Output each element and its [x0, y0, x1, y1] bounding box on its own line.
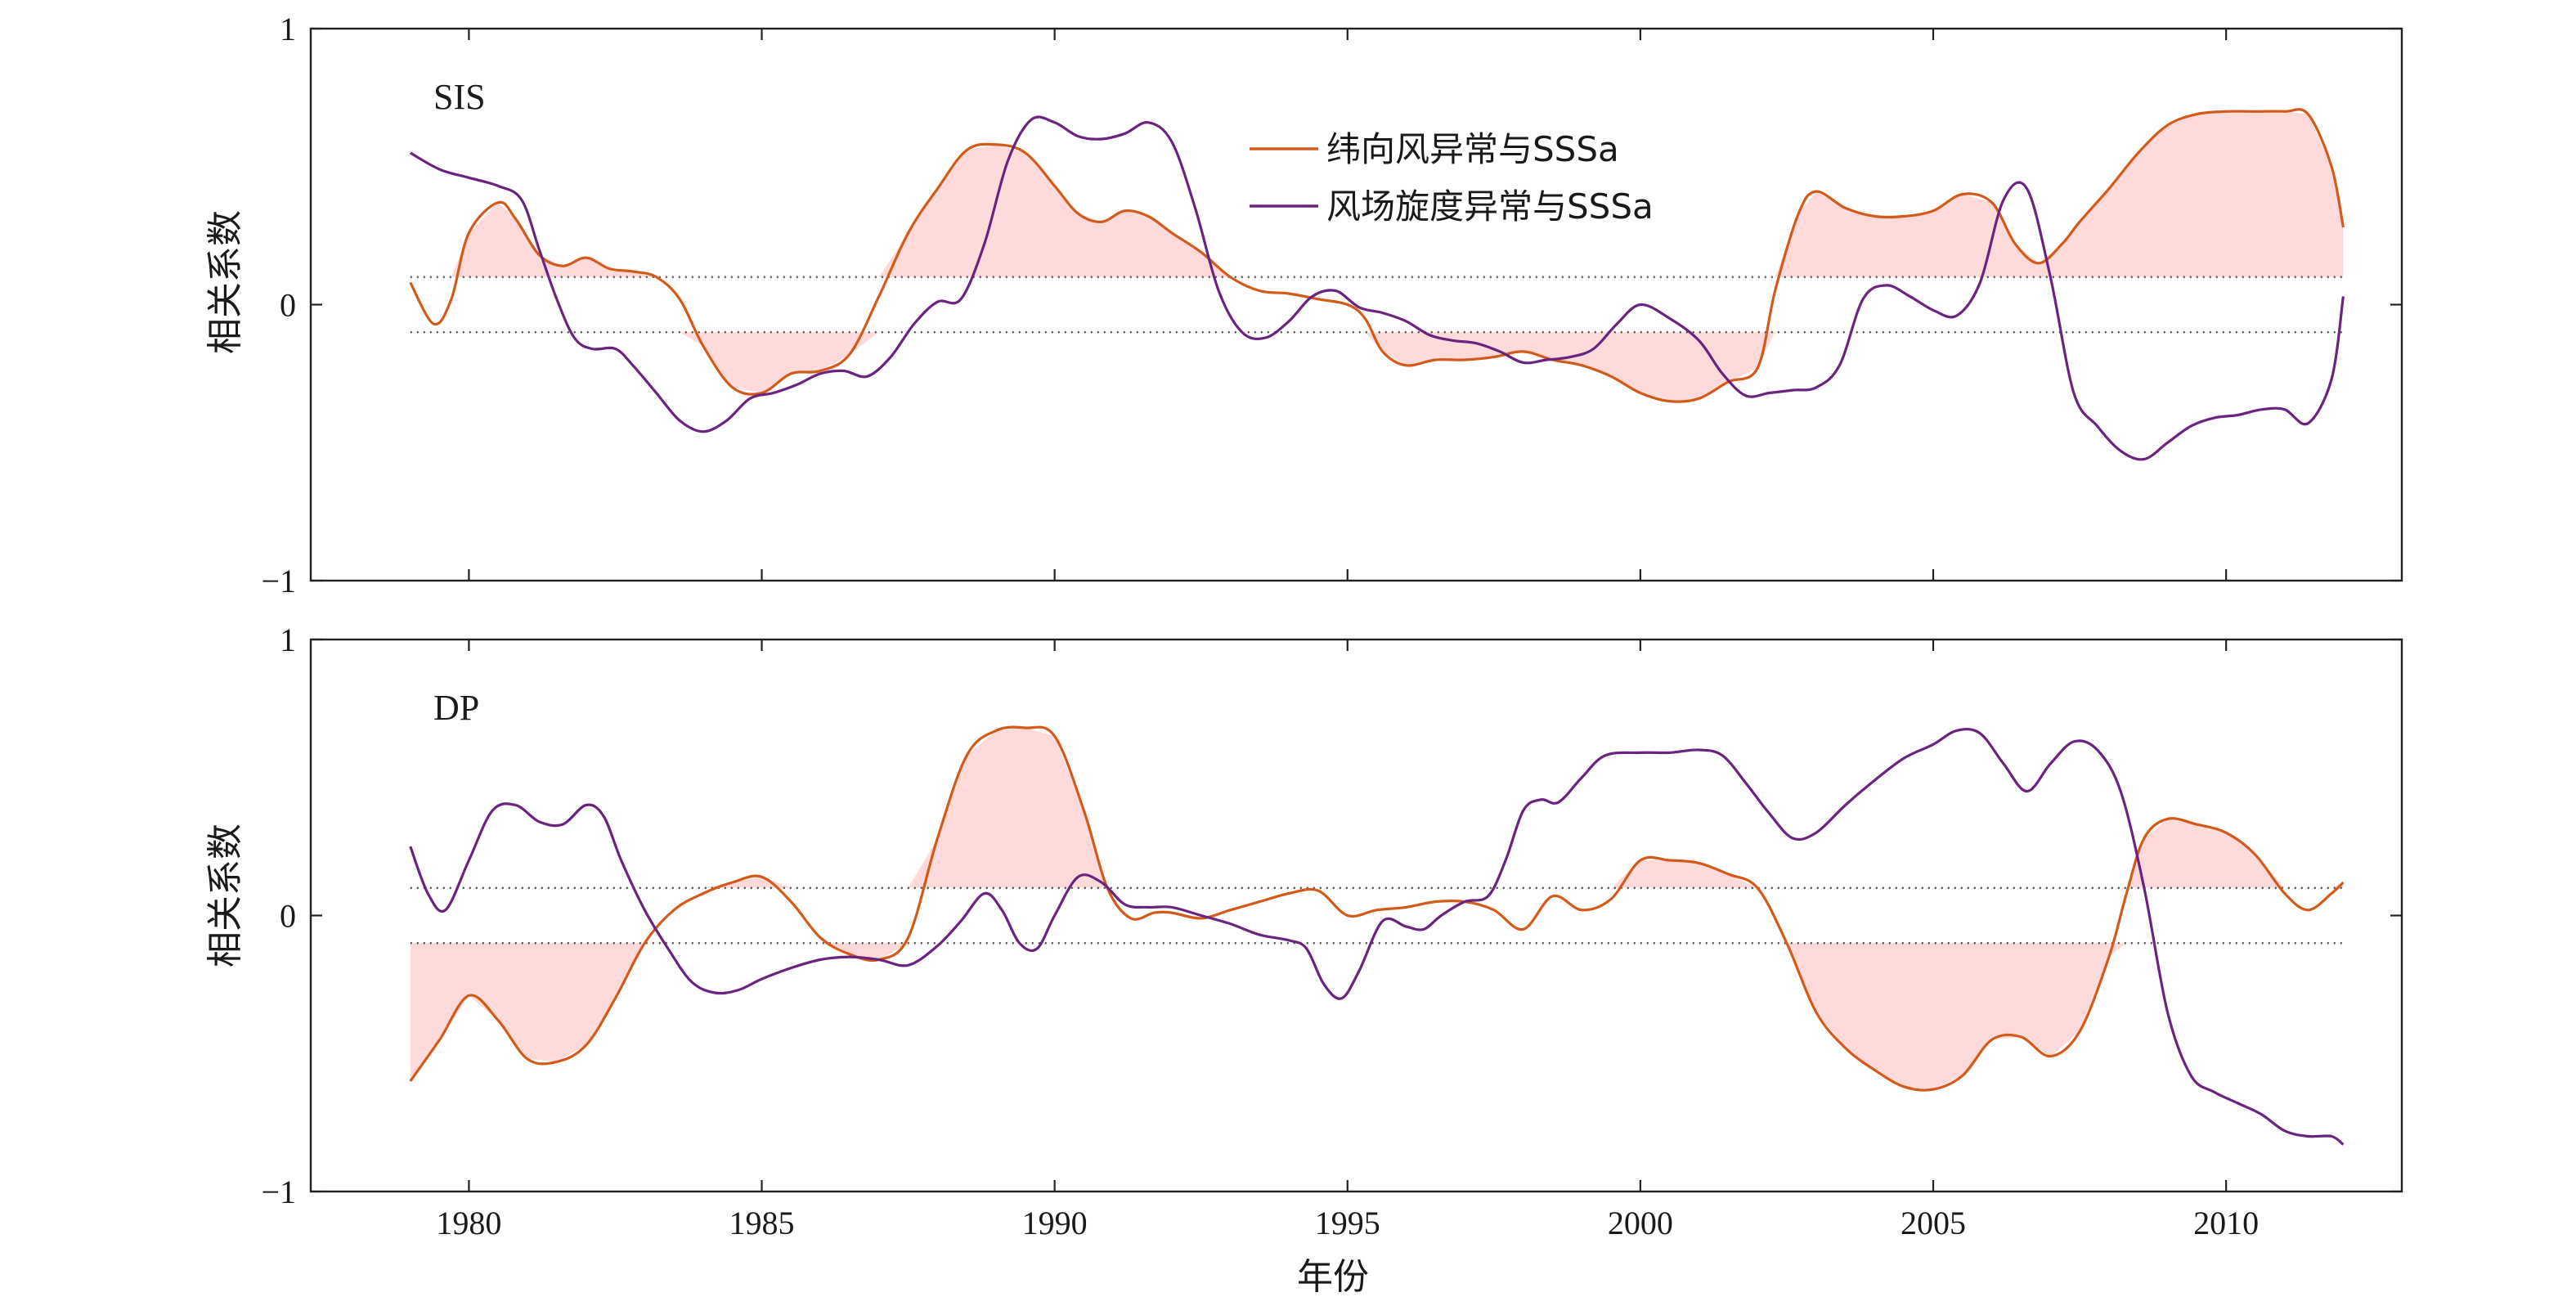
y-tick-label: 0: [280, 287, 296, 324]
x-tick-label: 1980: [436, 1205, 501, 1241]
series-line-wind-curl: [409, 728, 2345, 1146]
x-tick-label: 2005: [1901, 1205, 1966, 1241]
legend-label-curl: 风场旋度异常与SSSa: [1326, 186, 1654, 227]
y-axis-label-top: 相关系数: [204, 210, 246, 354]
x-tick-label: 2000: [1608, 1205, 1673, 1241]
fill-above-threshold: [410, 111, 2344, 277]
fill-below-threshold: [410, 332, 2344, 402]
x-tick-label: 2010: [2193, 1205, 2259, 1241]
x-tick-label: 1995: [1315, 1205, 1380, 1241]
panel-dp: 1980 1985 1990 1995 2000 2005 2010 1 0 −1 DP: [261, 622, 2403, 1241]
y-axis-label-bottom: 相关系数: [204, 824, 246, 967]
panel-label: SIS: [433, 77, 486, 117]
fill-below-threshold: [410, 943, 2344, 1090]
legend: 纬向风异常与SSSa 风场旋度异常与SSSa: [1250, 129, 1654, 227]
x-tick-label: 1990: [1022, 1205, 1088, 1241]
legend-label-zonal: 纬向风异常与SSSa: [1326, 129, 1619, 169]
panel-label: DP: [433, 688, 479, 728]
y-tick-label: 1: [280, 622, 296, 658]
series-line-wind-curl: [409, 115, 2345, 461]
x-tick-label: 1985: [729, 1205, 795, 1241]
y-tick-label: −1: [261, 563, 296, 599]
series-line-zonal-wind: [409, 108, 2345, 403]
panel-sis: 1 0 −1 SIS: [261, 11, 2403, 599]
y-tick-label: 1: [280, 11, 296, 47]
y-tick-label: 0: [280, 898, 296, 935]
y-tick-label: −1: [261, 1174, 296, 1210]
fill-above-threshold: [410, 728, 2344, 888]
x-axis-label: 年份: [1297, 1256, 1369, 1298]
series-line-zonal-wind: [409, 725, 2345, 1092]
